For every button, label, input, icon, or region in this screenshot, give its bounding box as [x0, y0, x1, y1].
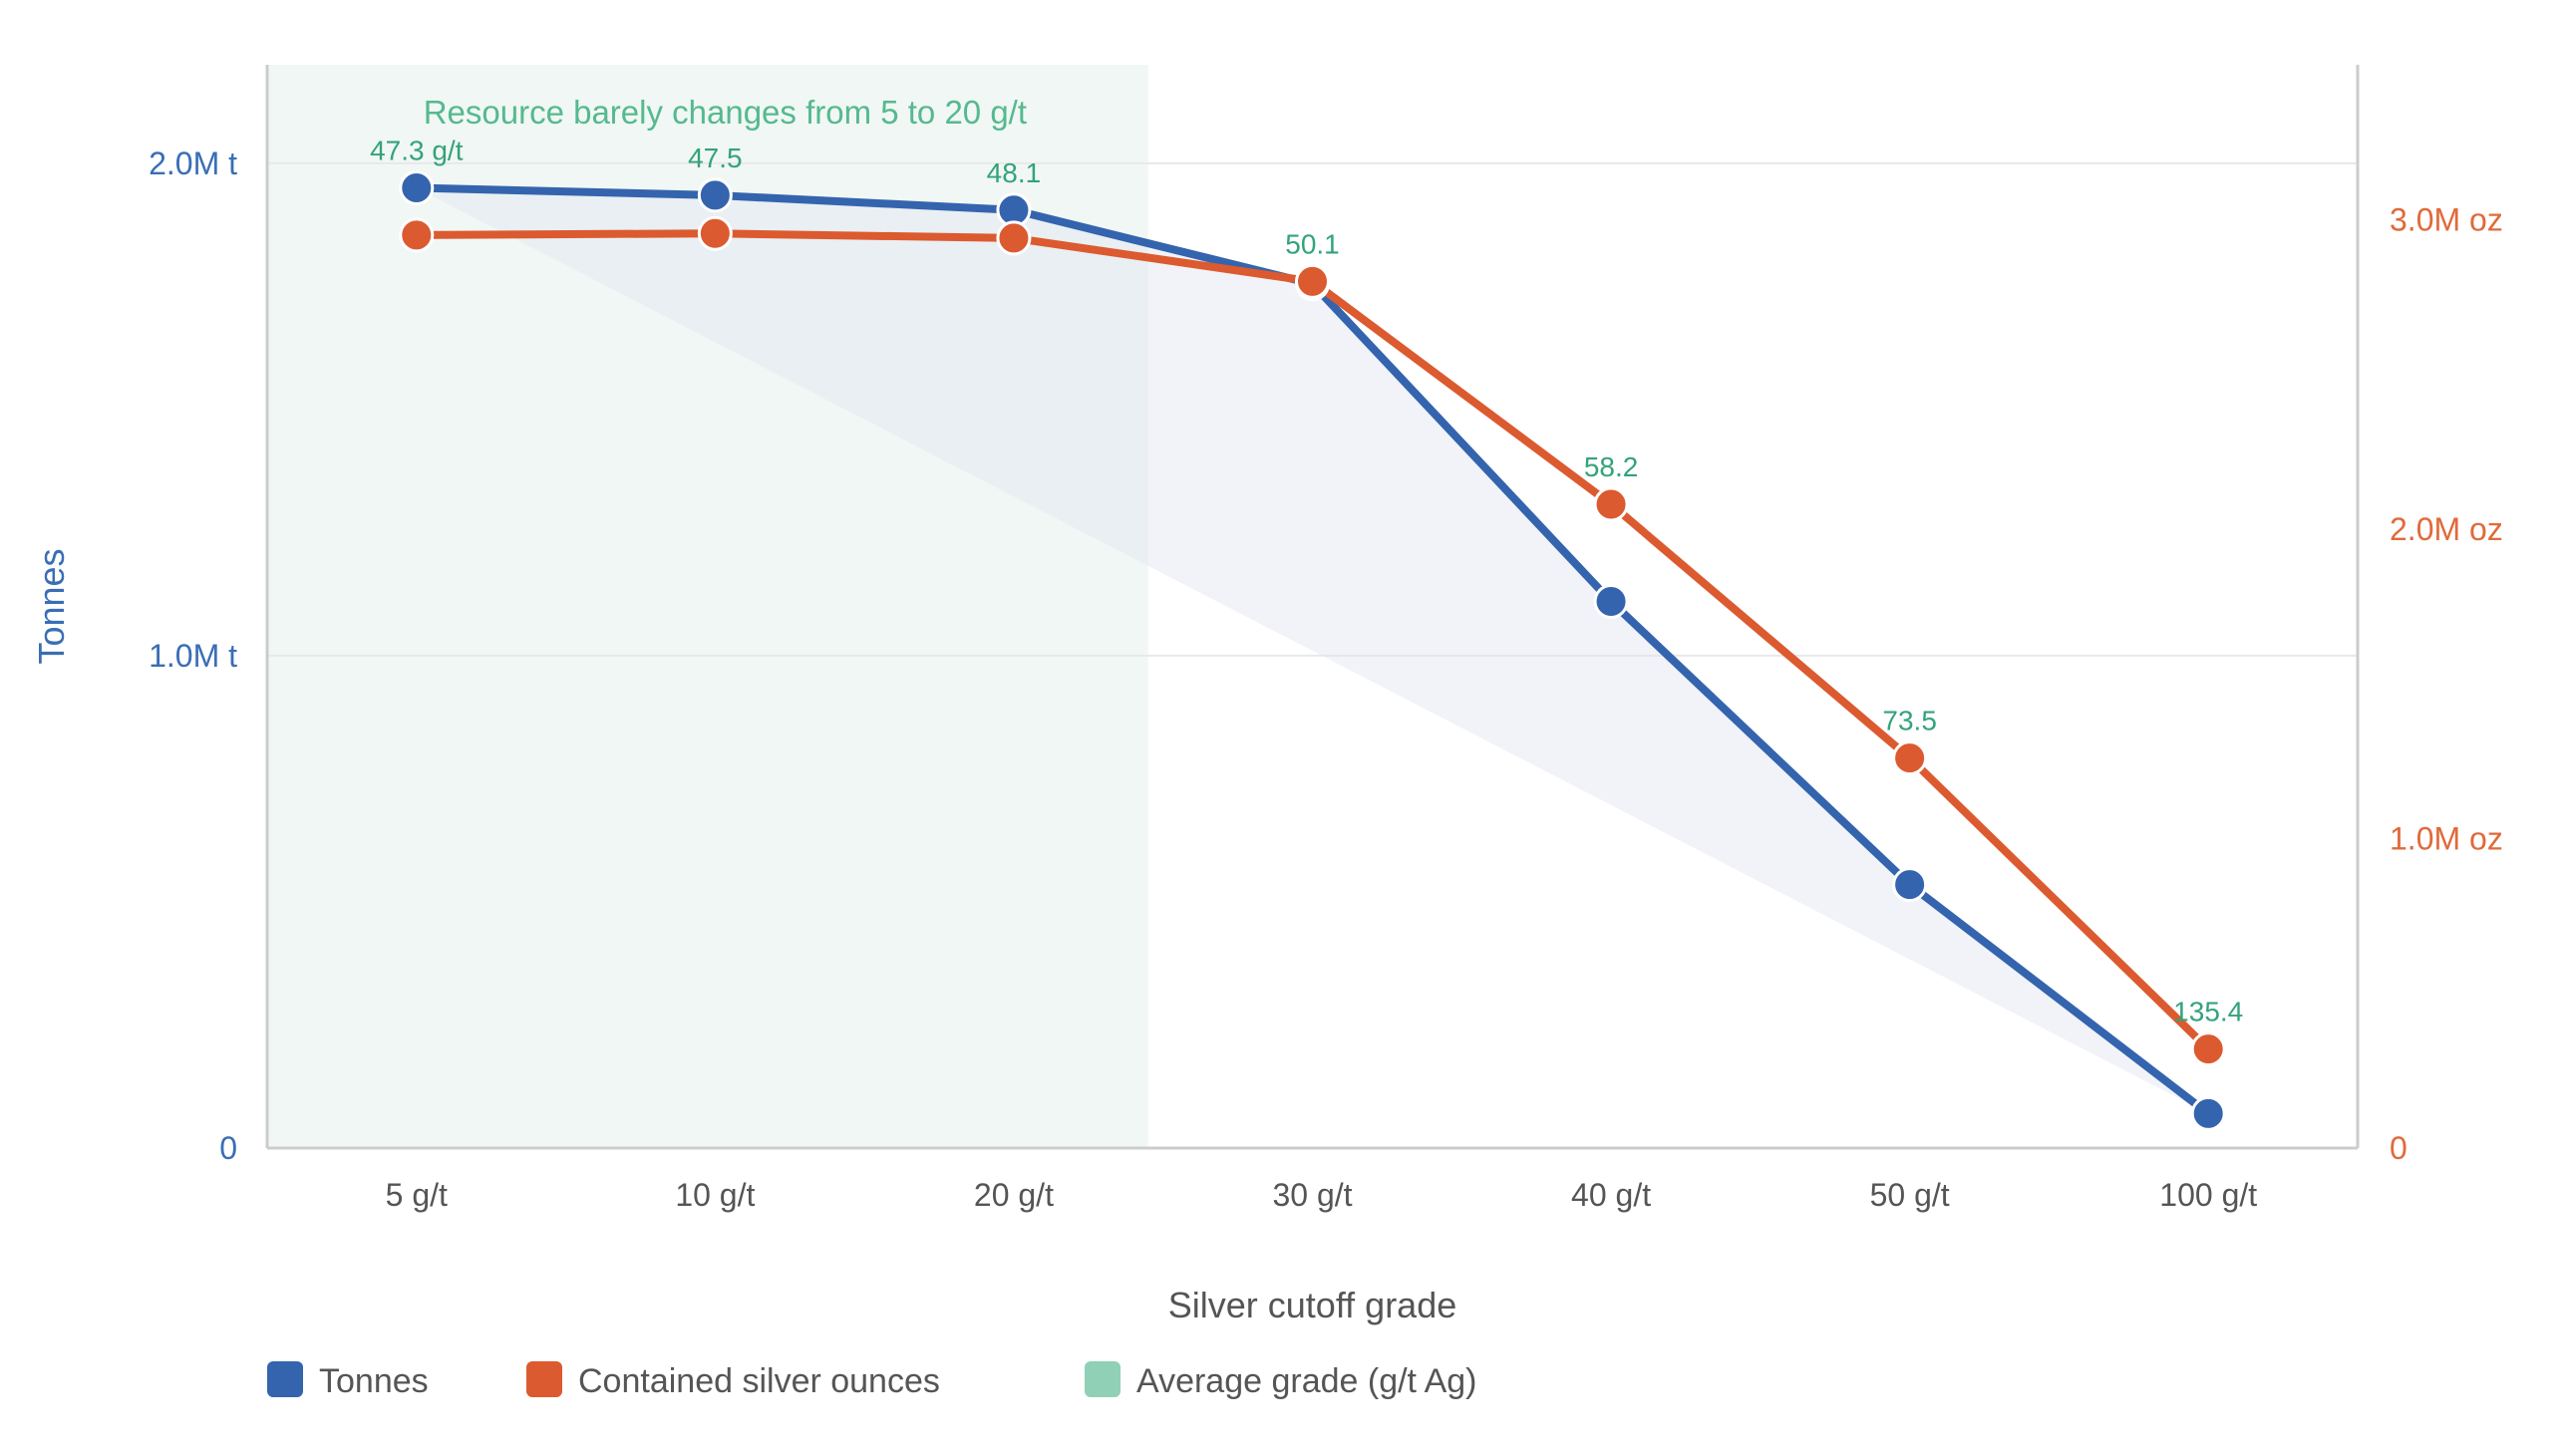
series-layer	[399, 170, 2226, 1131]
legend-swatch	[1085, 1361, 1121, 1397]
legend-label: Average grade (g/t Ag)	[1136, 1362, 1476, 1400]
left-tick-label: 2.0M t	[149, 146, 237, 181]
ounces-point	[697, 215, 733, 251]
tonnes-point	[2190, 1095, 2226, 1131]
x-tick-label: 5 g/t	[386, 1177, 448, 1213]
x-tick-label: 30 g/t	[1272, 1177, 1352, 1213]
legend-label: Tonnes	[319, 1362, 429, 1400]
right-tick-label: 3.0M oz	[2390, 201, 2503, 237]
tonnes-point	[1892, 867, 1928, 903]
grade-data-label: 73.5	[1882, 706, 1937, 736]
legend-swatch	[526, 1361, 562, 1397]
ounces-point	[1892, 740, 1928, 776]
grade-data-label: 48.1	[987, 157, 1042, 188]
ounces-point	[399, 217, 435, 253]
tonnes-area	[416, 187, 2209, 1114]
right-tick-label: 1.0M oz	[2390, 820, 2503, 856]
ounces-point	[2190, 1031, 2226, 1067]
grade-data-label: 47.5	[688, 143, 743, 173]
x-tick-label: 50 g/t	[1870, 1177, 1950, 1213]
right-tick-label: 0	[2390, 1130, 2407, 1166]
grid-layer	[267, 161, 2358, 657]
left-tick-label: 0	[219, 1130, 237, 1166]
grade-data-label: 135.4	[2173, 997, 2243, 1027]
x-tick-label: 10 g/t	[675, 1177, 755, 1213]
left-tick-label: 1.0M t	[149, 638, 237, 674]
tonnes-point	[697, 177, 733, 213]
x-axis-title: Silver cutoff grade	[1168, 1285, 1457, 1325]
x-tick-label: 100 g/t	[2159, 1177, 2257, 1213]
right-tick-label: 2.0M oz	[2390, 511, 2503, 547]
x-tick-label: 20 g/t	[974, 1177, 1054, 1213]
ounces-point	[1593, 486, 1629, 522]
annotation-text: Resource barely changes from 5 to 20 g/t	[424, 94, 1027, 131]
ounces-point	[996, 220, 1032, 256]
axis-layer: 0 1.0M t 2.0M t 0 1.0M oz 2.0M oz 3.0M oz 5 g/t…	[31, 65, 2503, 1325]
legend: Tonnes Contained silver ounces Average gra…	[267, 1361, 1476, 1400]
grade-data-label: 58.2	[1584, 451, 1639, 482]
x-tick-label: 40 g/t	[1571, 1177, 1651, 1213]
tonnes-point	[1593, 584, 1629, 620]
label-layer: 47.3 g/t 47.5 48.1 50.1 58.2 73.5 135.4 Resourc…	[370, 94, 2243, 1027]
tonnes-point	[399, 170, 435, 206]
legend-swatch	[267, 1361, 303, 1397]
grade-data-label: 50.1	[1285, 228, 1340, 259]
y-axis-title-left: Tonnes	[31, 548, 72, 664]
grade-data-label: 47.3 g/t	[370, 136, 464, 166]
ounces-point	[1295, 263, 1330, 299]
legend-label: Contained silver ounces	[578, 1362, 940, 1400]
